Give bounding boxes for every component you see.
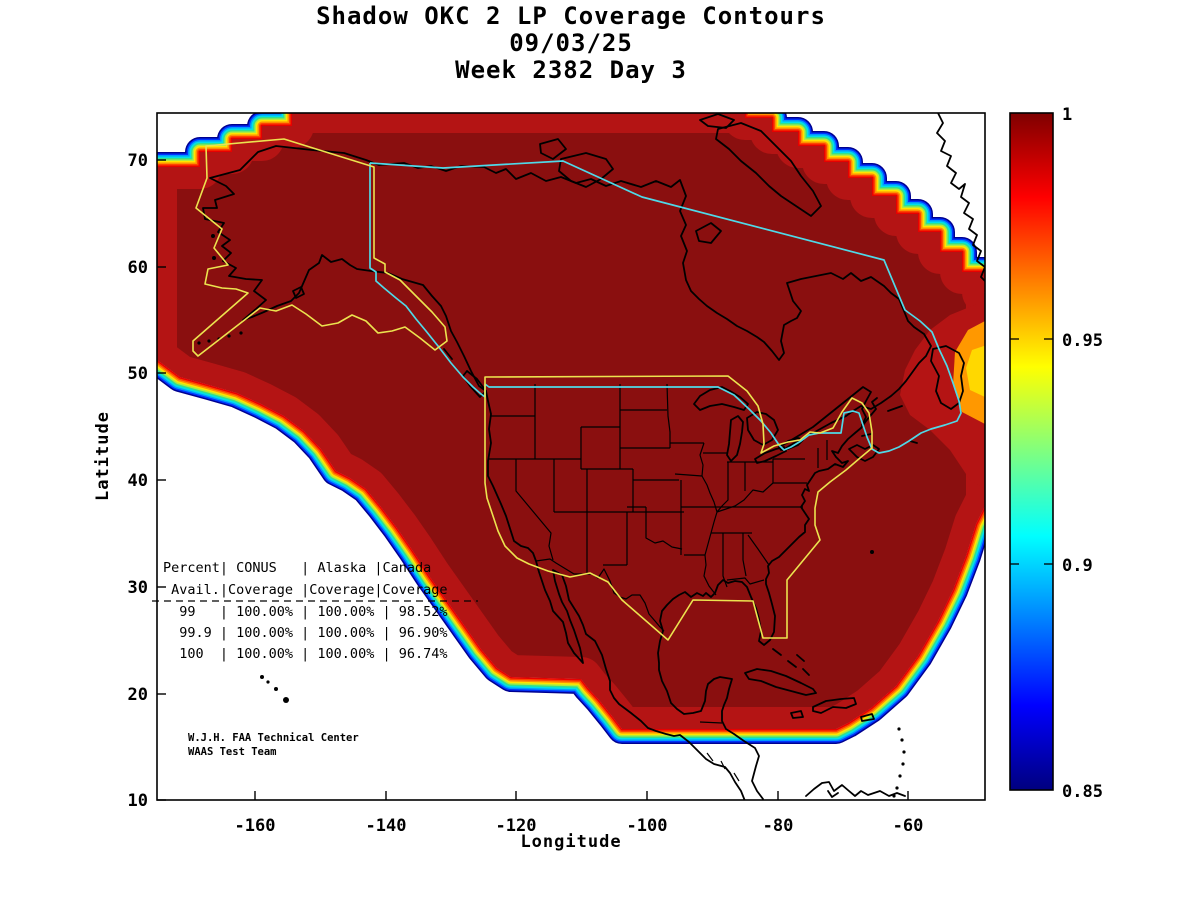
table-header-line2: Avail.|Coverage |Coverage|Coverage <box>163 582 447 598</box>
x-tick-label: -100 <box>627 816 668 836</box>
y-tick-label: 40 <box>128 471 148 491</box>
y-tick-label: 30 <box>128 578 148 598</box>
y-tick-label: 20 <box>128 685 148 705</box>
y-tick-label: 60 <box>128 258 148 278</box>
colorbar-ticks <box>1010 338 1053 565</box>
x-tick-label: -120 <box>496 816 537 836</box>
colorbar-label-095: 0.95 <box>1062 331 1103 351</box>
credit-line1: W.J.H. FAA Technical Center <box>188 732 359 744</box>
coastlines <box>202 113 985 800</box>
figure-title-line1: Shadow OKC 2 LP Coverage Contours <box>316 2 826 30</box>
figure-title-line2: 09/03/25 <box>509 29 633 57</box>
colorbar-gradient <box>1009 112 1054 791</box>
newfoundland-yellow-dip <box>966 345 985 398</box>
table-row-100: 100 | 100.00% | 100.00% | 96.74% <box>163 646 447 662</box>
colorbar-label-09: 0.9 <box>1062 556 1093 576</box>
state-borders <box>489 383 828 782</box>
coverage-table: Percent| CONUS | Alaska |Canada Avail.|C… <box>152 560 478 662</box>
y-tick-label: 70 <box>128 151 148 171</box>
credit-line2: WAAS Test Team <box>188 746 277 758</box>
table-header-line1: Percent| CONUS | Alaska |Canada <box>163 560 431 576</box>
colorbar: 1 0.95 0.9 0.85 <box>1009 105 1103 802</box>
x-tick-label: -60 <box>893 816 924 836</box>
table-row-99: 99 | 100.00% | 100.00% | 98.52% <box>163 604 447 620</box>
plot-border <box>156 112 986 801</box>
axis-ticks <box>157 159 909 801</box>
table-row-99-9: 99.9 | 100.00% | 100.00% | 96.90% <box>163 625 447 641</box>
map-area <box>157 113 985 800</box>
figure-title-line3: Week 2382 Day 3 <box>455 56 687 84</box>
x-tick-label: -80 <box>763 816 794 836</box>
x-tick-label: -160 <box>235 816 276 836</box>
conus-service-boundary <box>484 375 873 641</box>
alaska-service-boundary <box>192 138 448 357</box>
colorbar-label-085: 0.85 <box>1062 782 1103 802</box>
colorbar-label-1: 1 <box>1062 105 1072 125</box>
y-tick-label: 10 <box>128 791 148 811</box>
y-tick-label: 50 <box>128 364 148 384</box>
canada-boundary-line <box>369 160 962 454</box>
y-axis-label: Latitude <box>93 411 113 501</box>
x-axis-label: Longitude <box>520 832 621 852</box>
x-tick-label: -140 <box>366 816 407 836</box>
